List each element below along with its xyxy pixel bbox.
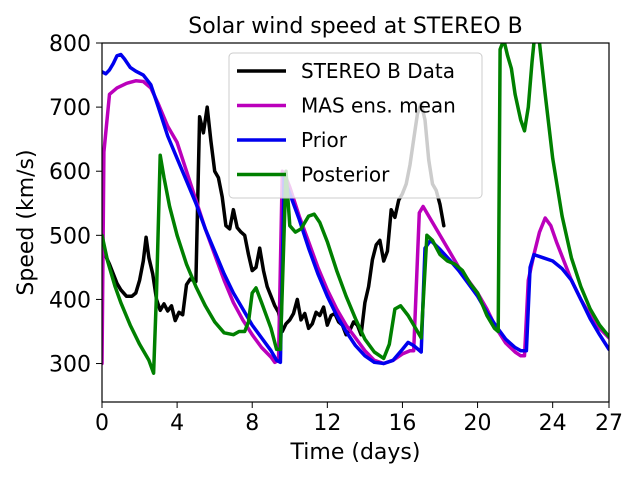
- series-line-posterior: [102, 43, 609, 375]
- plot-frame: [101, 42, 610, 403]
- x-tick-label: 0: [95, 411, 109, 436]
- x-tick-label: 12: [313, 411, 341, 436]
- y-tick-label: 300: [49, 353, 91, 378]
- series-layer: [102, 43, 609, 375]
- x-tick-label: 8: [245, 411, 259, 436]
- y-tick-label: 600: [49, 160, 91, 185]
- legend-label-stereo-b-data: STEREO B Data: [301, 59, 455, 83]
- y-tick-label: 800: [49, 32, 91, 57]
- y-axis-label: Speed (km/s): [14, 149, 39, 295]
- x-tick-label: 16: [388, 411, 416, 436]
- y-tick-label: 500: [49, 224, 91, 249]
- y-tick-label: 700: [49, 96, 91, 121]
- series-line-prior: [102, 52, 609, 366]
- chart-title: Solar wind speed at STEREO B: [188, 14, 523, 39]
- x-axis: 0 4 8 12 16 20 24 27: [95, 402, 623, 436]
- x-tick-label: 4: [170, 411, 184, 436]
- legend-box: [228, 52, 483, 199]
- y-tick-label: 400: [49, 288, 91, 313]
- x-tick-label: 24: [539, 411, 567, 436]
- legend-label-mas-ens-mean: MAS ens. mean: [301, 94, 456, 118]
- legend-label-prior: Prior: [301, 128, 348, 152]
- x-tick-label: 20: [464, 411, 492, 436]
- y-axis: 300 400 500 600 700 800: [49, 32, 102, 378]
- x-axis-label: Time (days): [290, 440, 421, 465]
- legend: STEREO B Data MAS ens. mean Prior Posterior: [228, 52, 483, 199]
- x-tick-label: 27: [595, 411, 623, 436]
- legend-label-posterior: Posterior: [301, 163, 390, 187]
